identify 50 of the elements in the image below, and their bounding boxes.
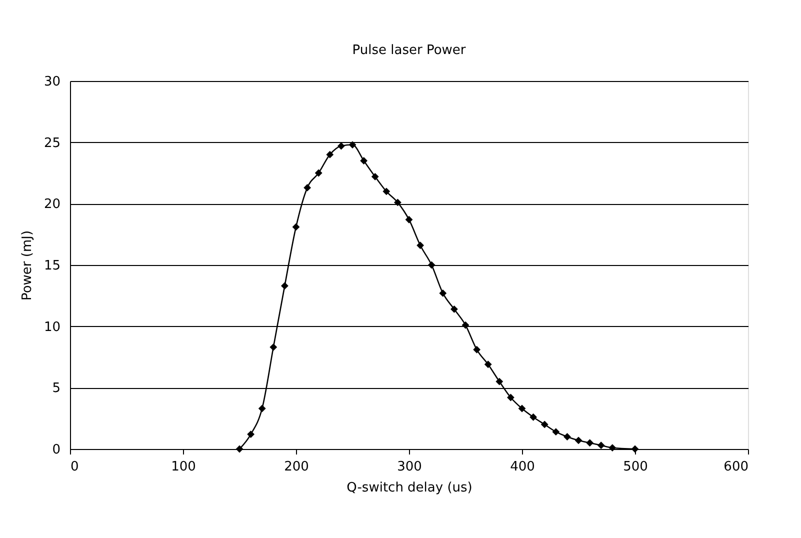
x-tick-label: 600 bbox=[724, 460, 748, 474]
point bbox=[280, 282, 288, 290]
point bbox=[360, 157, 368, 164]
x-tick-label: 300 bbox=[397, 460, 422, 474]
point bbox=[597, 442, 605, 450]
y-tick-label: 20 bbox=[44, 197, 60, 212]
chart-title: Pulse laser Power bbox=[352, 43, 466, 58]
point bbox=[608, 444, 616, 452]
point bbox=[405, 216, 413, 224]
x-tick-label: 500 bbox=[623, 460, 648, 474]
y-tick-label: 30 bbox=[44, 74, 60, 90]
point bbox=[304, 184, 312, 192]
point bbox=[270, 343, 278, 351]
point bbox=[540, 420, 548, 428]
x-tick-label: 400 bbox=[510, 460, 535, 474]
point bbox=[292, 223, 300, 231]
point bbox=[506, 394, 514, 402]
y-axis-title: Power (mJ) bbox=[20, 230, 35, 301]
point bbox=[382, 188, 390, 196]
x-axis-title: Q-switch delay (us) bbox=[346, 480, 472, 496]
y-tick-label: 10 bbox=[44, 320, 60, 335]
x-tick-label: 100 bbox=[171, 460, 196, 474]
point bbox=[586, 439, 594, 447]
point bbox=[326, 150, 334, 158]
point bbox=[236, 445, 244, 453]
y-tick-label: 15 bbox=[44, 258, 60, 274]
point bbox=[484, 360, 492, 368]
point bbox=[450, 305, 458, 313]
point bbox=[314, 169, 322, 177]
y-tick-label: 5 bbox=[52, 381, 60, 396]
y-tick-label: 25 bbox=[44, 136, 60, 151]
x-tick-label: 200 bbox=[284, 460, 309, 474]
point bbox=[563, 433, 571, 440]
point bbox=[371, 172, 379, 180]
point bbox=[439, 290, 447, 297]
y-tick-label: 0 bbox=[52, 442, 60, 458]
point bbox=[530, 413, 538, 421]
point bbox=[462, 321, 470, 329]
point bbox=[416, 242, 424, 250]
point bbox=[428, 261, 436, 269]
point bbox=[518, 404, 526, 412]
point bbox=[496, 378, 504, 386]
point bbox=[394, 198, 402, 206]
x-tick-label: 0 bbox=[70, 460, 79, 474]
point bbox=[247, 430, 255, 438]
point bbox=[337, 142, 345, 150]
point bbox=[574, 436, 582, 444]
point bbox=[552, 428, 560, 436]
point bbox=[473, 346, 481, 354]
point bbox=[258, 404, 266, 412]
